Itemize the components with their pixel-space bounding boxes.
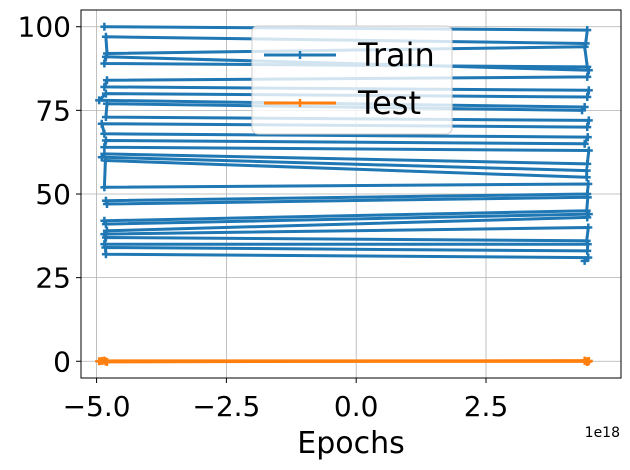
x-tick-label: −5.0: [63, 390, 131, 423]
data-point-train: [584, 86, 593, 95]
series-test: [95, 356, 593, 366]
data-point-train: [101, 233, 110, 242]
data-point-train: [583, 193, 592, 202]
data-point-train: [583, 72, 592, 81]
legend-item-train: Train: [264, 36, 435, 74]
legend-box: [251, 25, 453, 135]
data-point-train: [101, 136, 110, 145]
ticks: −5.0 −2.5 0.0 2.5 0 25 50 75 100: [18, 11, 509, 423]
legend-item-test: Test: [264, 84, 421, 122]
data-point-train: [101, 89, 110, 98]
data-point-train: [101, 156, 110, 165]
legend-label: Train: [357, 36, 435, 74]
data-point-train: [100, 143, 109, 152]
data-point-train: [580, 42, 589, 51]
data-point-train: [101, 52, 110, 61]
data-point-train: [583, 133, 592, 142]
data-point-train: [100, 59, 109, 68]
series-train: [95, 22, 593, 265]
data-point-test: [584, 357, 593, 366]
data-point-train: [584, 223, 593, 232]
data-point-train: [101, 243, 110, 252]
data-point-train: [582, 166, 591, 175]
data-point-train: [583, 123, 592, 132]
data-point-train: [102, 76, 111, 85]
y-tick-label: 75: [35, 94, 71, 127]
data-point-train: [582, 173, 591, 182]
data-point-train: [101, 220, 110, 229]
data-point-train: [583, 159, 592, 168]
data-point-train: [101, 250, 110, 259]
x-tick-label: −2.5: [192, 390, 260, 423]
data-point-train: [100, 129, 109, 138]
data-point-train: [583, 246, 592, 255]
data-point-train: [100, 22, 109, 31]
data-point-train: [583, 92, 592, 101]
data-point-train: [583, 213, 592, 222]
data-point-train: [580, 256, 589, 265]
y-tick-label: 100: [18, 11, 71, 44]
data-point-train: [102, 99, 111, 108]
data-point-train: [584, 116, 593, 125]
data-point-train: [584, 179, 593, 188]
x-tick-label: 2.5: [464, 390, 509, 423]
series-line-test: [98, 359, 591, 364]
data-point-train: [101, 32, 110, 41]
x-offset-label: 1e18: [585, 425, 620, 441]
x-axis-label: Epochs: [297, 426, 405, 461]
legend: Train Test: [251, 25, 453, 135]
data-point-test: [101, 357, 110, 366]
x-tick-label: 0.0: [334, 390, 379, 423]
data-point-train: [578, 106, 587, 115]
legend-label: Test: [357, 84, 421, 122]
data-point-train: [100, 82, 109, 91]
data-point-train: [100, 183, 109, 192]
data-point-train: [584, 66, 593, 75]
data-point-train: [102, 200, 111, 209]
data-point-train: [101, 113, 110, 122]
y-tick-label: 25: [35, 262, 71, 295]
data-point-train: [580, 139, 589, 148]
data-point-train: [583, 240, 592, 249]
series-group: [95, 22, 593, 366]
y-tick-label: 0: [53, 345, 71, 378]
y-tick-label: 50: [35, 178, 71, 211]
data-point-train: [583, 26, 592, 35]
data-point-train: [95, 96, 104, 105]
data-point-train: [97, 119, 106, 128]
data-point-train: [584, 146, 593, 155]
